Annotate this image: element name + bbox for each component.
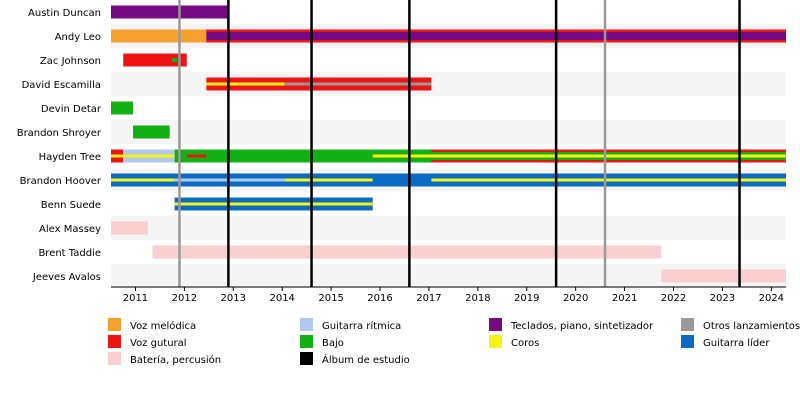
legend-label-keys: Teclados, piano, sintetizador [510, 321, 654, 332]
member-label: Benn Suede [41, 200, 101, 211]
bar-bass [111, 101, 134, 115]
bar-keys [206, 29, 786, 43]
bar-screams-edge [431, 160, 786, 163]
legend-label-screams: Voz gutural [130, 338, 187, 349]
x-tick-label: 2015 [318, 293, 343, 304]
bar-screams-line [186, 154, 207, 158]
member-label: Alex Massey [39, 224, 101, 235]
x-tick-label: 2018 [465, 293, 490, 304]
bar-backing-line [111, 154, 124, 158]
x-tick-label: 2011 [123, 293, 148, 304]
legend-swatch-backing [489, 335, 502, 348]
bar-screams-edge [206, 40, 786, 43]
legend-label-lead: Guitarra líder [703, 337, 770, 349]
bar-backing-line [123, 154, 175, 158]
x-tick-label: 2021 [612, 293, 637, 304]
bar-backing-line [206, 82, 285, 86]
legend-swatch-album [300, 352, 313, 365]
row-band [111, 120, 786, 144]
legend-swatch-vocals [108, 318, 121, 331]
member-label: Zac Johnson [40, 56, 101, 67]
legend-label-vocals: Voz melódica [130, 320, 196, 332]
x-tick-label: 2022 [661, 293, 686, 304]
bar-backing-line [111, 178, 175, 182]
legend-label-bass: Bajo [322, 338, 344, 349]
x-tick-label: 2024 [759, 293, 784, 304]
row-band [111, 216, 786, 240]
legend-swatch-other [681, 318, 694, 331]
bar-drums [111, 221, 148, 235]
member-label: Austin Duncan [28, 8, 101, 19]
legend-label-other: Otros lanzamientos [703, 321, 800, 332]
x-tick-label: 2023 [710, 293, 735, 304]
bar-backing-line [431, 178, 786, 182]
bar-backing-line [431, 154, 786, 158]
member-label: David Escamilla [22, 80, 101, 91]
member-label: Brent Taddie [38, 248, 101, 259]
member-label: Brandon Hoover [20, 176, 102, 187]
x-tick-label: 2017 [416, 293, 441, 304]
x-tick-label: 2013 [221, 293, 246, 304]
bar-backing-line [284, 178, 373, 182]
member-label: Brandon Shroyer [17, 128, 102, 139]
bar-backing-line [174, 202, 373, 206]
x-tick-label: 2019 [514, 293, 539, 304]
bar-drums [661, 269, 786, 283]
legend-swatch-keys [489, 318, 502, 331]
bar-backing-line [372, 154, 432, 158]
legend-swatch-drums [108, 352, 121, 365]
bar-screams-edge [431, 149, 786, 152]
legend-label-album: Álbum de estudio [322, 353, 410, 366]
member-label: Jeeves Avalos [32, 272, 101, 283]
legend-swatch-lead [681, 335, 694, 348]
member-label: Devin Detar [41, 104, 102, 115]
x-tick-label: 2020 [563, 293, 588, 304]
bar-bass [133, 125, 170, 139]
bar-drums [152, 245, 662, 259]
bar-bass-dot [172, 58, 178, 62]
legend-label-drums: Batería, percusión [130, 354, 221, 366]
legend-swatch-rhythm [300, 318, 313, 331]
bar-other-line [284, 82, 432, 86]
x-tick-label: 2012 [172, 293, 197, 304]
x-tick-label: 2014 [269, 293, 294, 304]
legend-swatch-bass [300, 335, 313, 348]
legend-label-rhythm: Guitarra rítmica [322, 320, 401, 332]
member-label: Hayden Tree [39, 152, 101, 163]
bar-screams-edge [206, 29, 786, 32]
legend-swatch-screams [108, 335, 121, 348]
member-label: Andy Leo [55, 32, 101, 43]
legend-label-backing: Coros [511, 338, 539, 349]
bar-keys [111, 5, 229, 19]
bar-screams [123, 53, 187, 67]
x-tick-label: 2016 [367, 293, 392, 304]
